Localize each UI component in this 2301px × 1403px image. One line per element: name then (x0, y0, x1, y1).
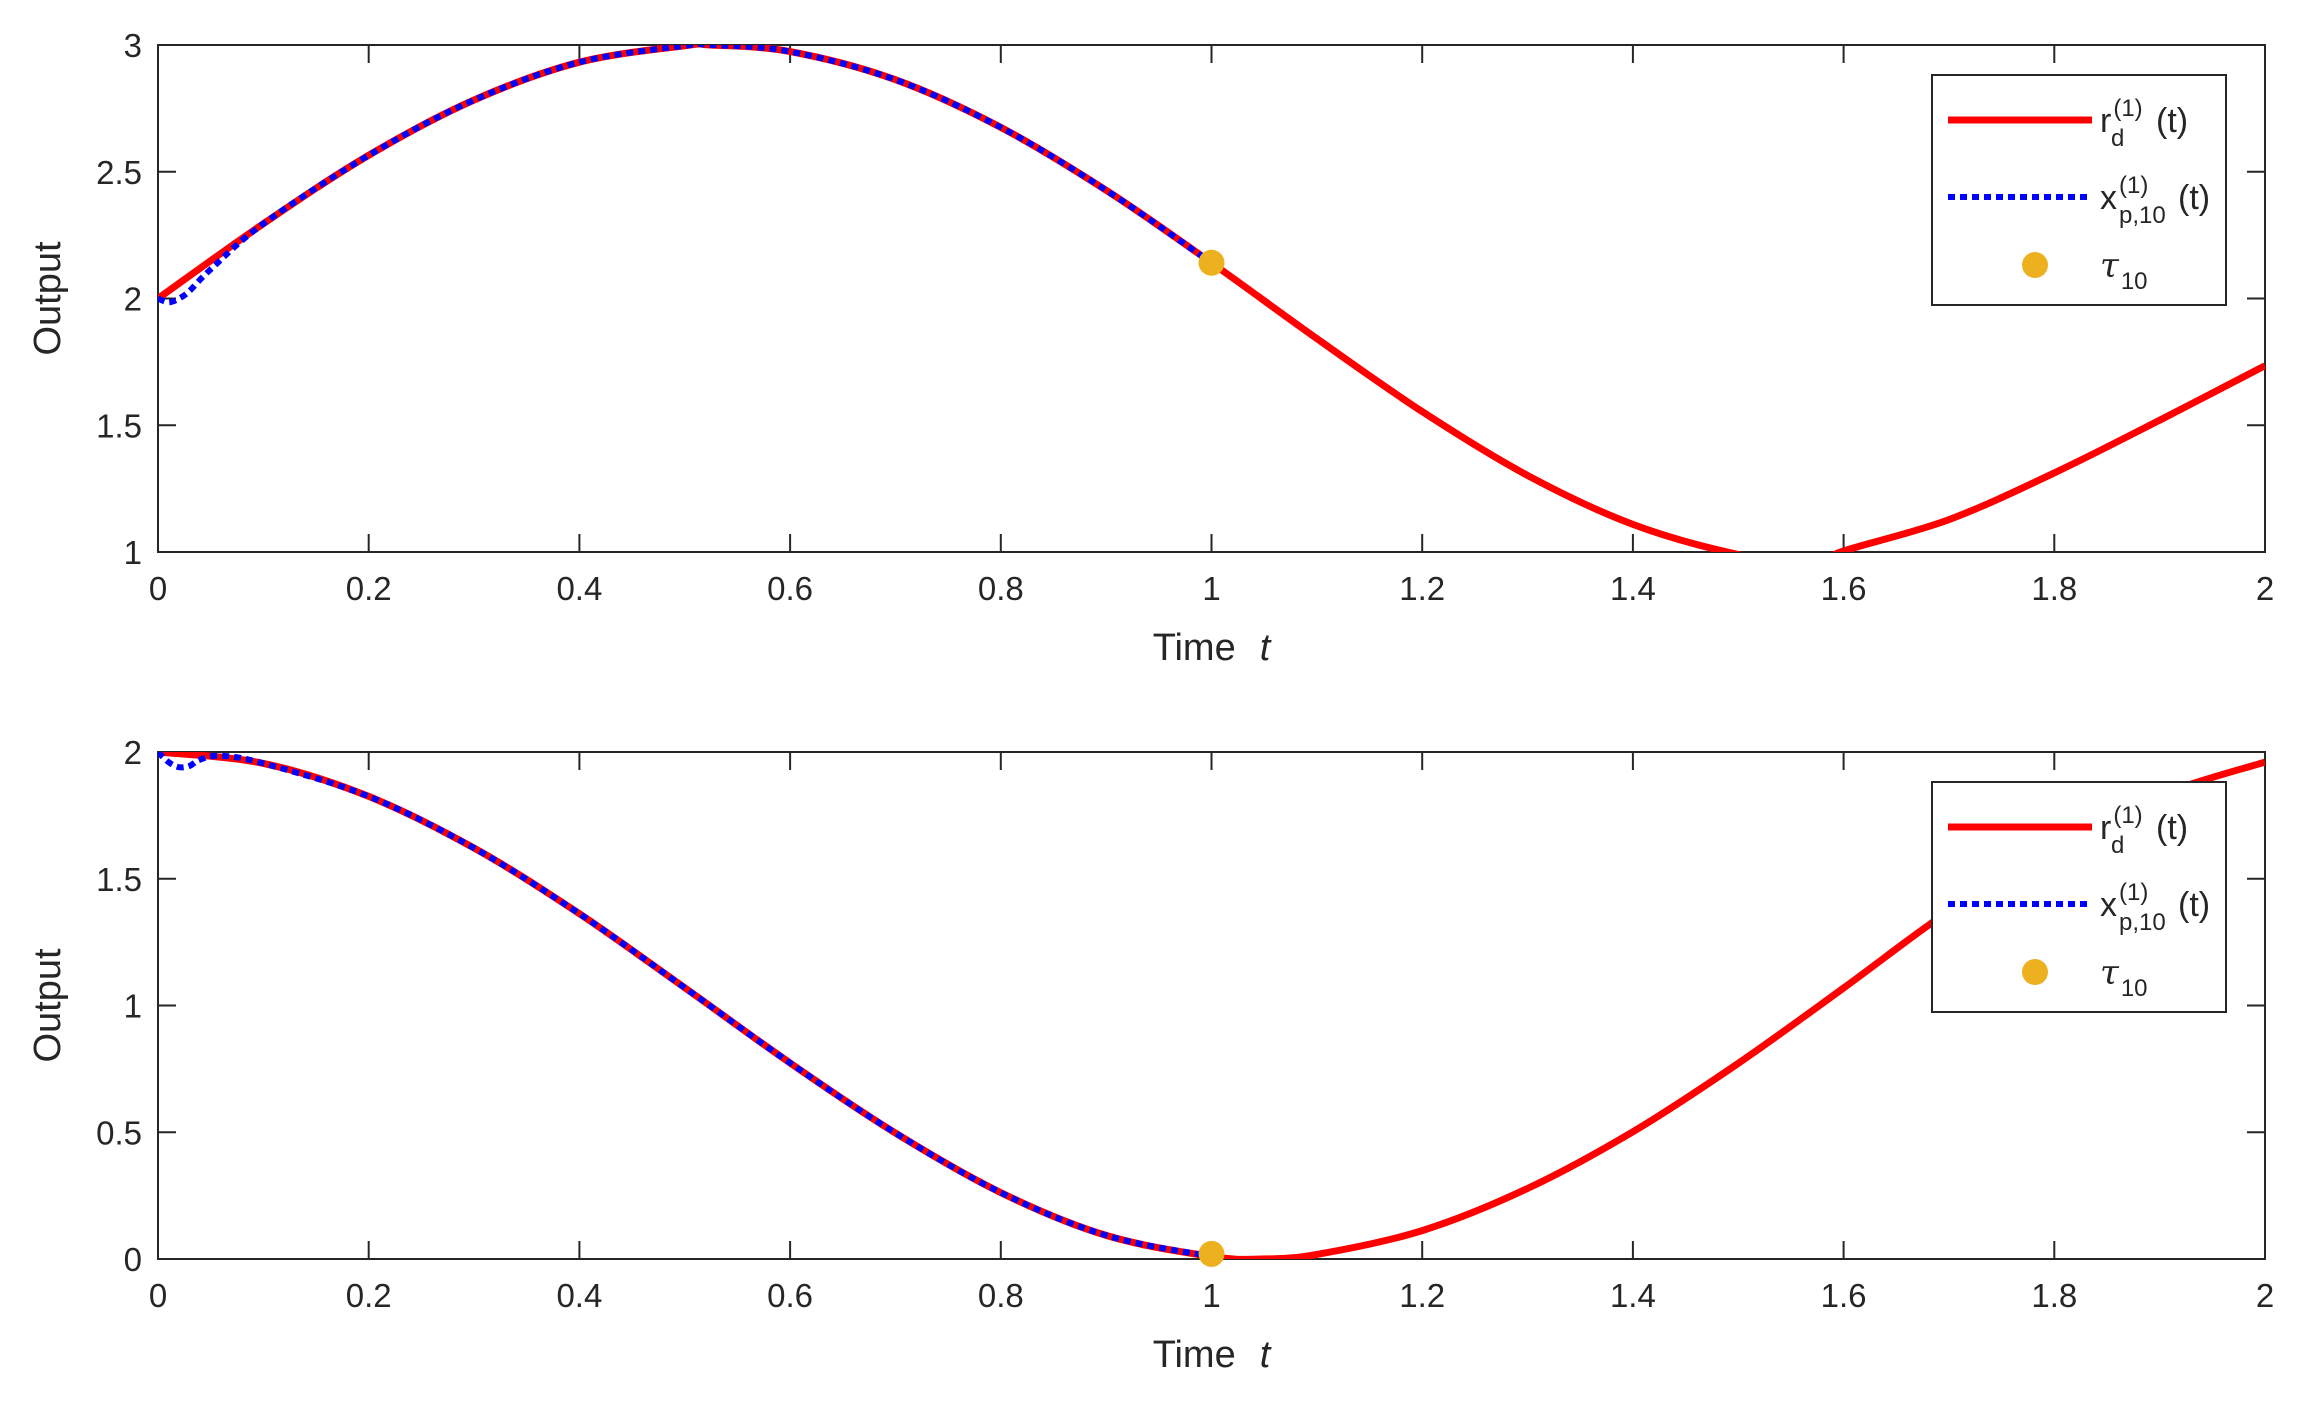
x-axis-label: Time t (1153, 1334, 1272, 1376)
y-tick-label: 1 (124, 534, 142, 571)
series-line-reference (158, 752, 2265, 1259)
x-tick-label: 1.2 (1399, 1277, 1445, 1314)
y-tick-label: 2 (124, 734, 142, 771)
y-tick-label: 1.5 (96, 861, 142, 898)
x-tick-label: 0.8 (978, 1277, 1024, 1314)
tau-marker (1198, 249, 1225, 276)
x-tick-label: 1.6 (1821, 1277, 1867, 1314)
x-tick-label: 1.8 (2031, 1277, 2077, 1314)
x-tick-label: 0.6 (767, 570, 813, 607)
legend-label: τ10 (2100, 953, 2148, 1002)
x-tick-label: 2 (2256, 570, 2274, 607)
x-tick-label: 1.2 (1399, 570, 1445, 607)
y-tick-label: 0.5 (96, 1114, 142, 1151)
y-axis-label: Output (27, 948, 69, 1063)
x-tick-label: 0 (149, 570, 167, 607)
x-tick-label: 1.8 (2031, 570, 2077, 607)
legend-label: x(1) p,10 (t) (2100, 879, 2210, 936)
tau-marker (1198, 1240, 1225, 1267)
y-axis-label: Output (27, 241, 69, 356)
y-tick-label: 2 (124, 281, 142, 318)
legend-label: r(1) d (t) (2100, 802, 2188, 859)
x-tick-label: 0.6 (767, 1277, 813, 1314)
subplot-1: 0 0.2 0.4 0.6 0.8 1 1.2 1.4 1.6 1.8 2 1 1.5 2 2.5 3 Time… (27, 27, 2274, 669)
y-tick-label: 3 (124, 27, 142, 64)
y-tick-label: 1 (124, 988, 142, 1025)
x-tick-label: 1 (1202, 1277, 1220, 1314)
x-tick-label: 0.2 (346, 1277, 392, 1314)
legend-label: x(1) p,10 (t) (2100, 172, 2210, 229)
subplot-2: 0 0.2 0.4 0.6 0.8 1 1.2 1.4 1.6 1.8 2 0 0.5 1 1.5 2 Time… (27, 734, 2274, 1376)
legend-box (1931, 74, 2227, 306)
y-tick-label: 0 (124, 1241, 142, 1278)
y-tick-label: 2.5 (96, 154, 142, 191)
x-tick-label: 1.4 (1610, 1277, 1656, 1314)
x-tick-label: 0 (149, 1277, 167, 1314)
legend-box (1931, 781, 2227, 1013)
legend: r(1) d (t) x(1) p,10 (t) τ10 (1931, 74, 2227, 306)
legend: r(1) d (t) x(1) p,10 (t) τ10 (1931, 781, 2227, 1013)
x-tick-label: 0.2 (346, 570, 392, 607)
legend-swatch-marker (2022, 252, 2048, 278)
x-axis-label: Time t (1153, 627, 1272, 669)
legend-label: r(1) d (t) (2100, 95, 2188, 152)
x-tick-label: 1.4 (1610, 570, 1656, 607)
series-line-output (158, 752, 1213, 1259)
y-tick-label: 1.5 (96, 407, 142, 444)
x-tick-label: 0.8 (978, 570, 1024, 607)
legend-swatch-marker (2022, 959, 2048, 985)
x-tick-label: 0.4 (556, 1277, 602, 1314)
plot-area (158, 752, 2265, 1259)
x-tick-label: 0.4 (556, 570, 602, 607)
x-tick-label: 1.6 (1821, 570, 1867, 607)
x-tick-label: 1 (1202, 570, 1220, 607)
series-line-output (158, 45, 1214, 306)
legend-label: τ10 (2100, 246, 2148, 295)
x-tick-label: 2 (2256, 1277, 2274, 1314)
